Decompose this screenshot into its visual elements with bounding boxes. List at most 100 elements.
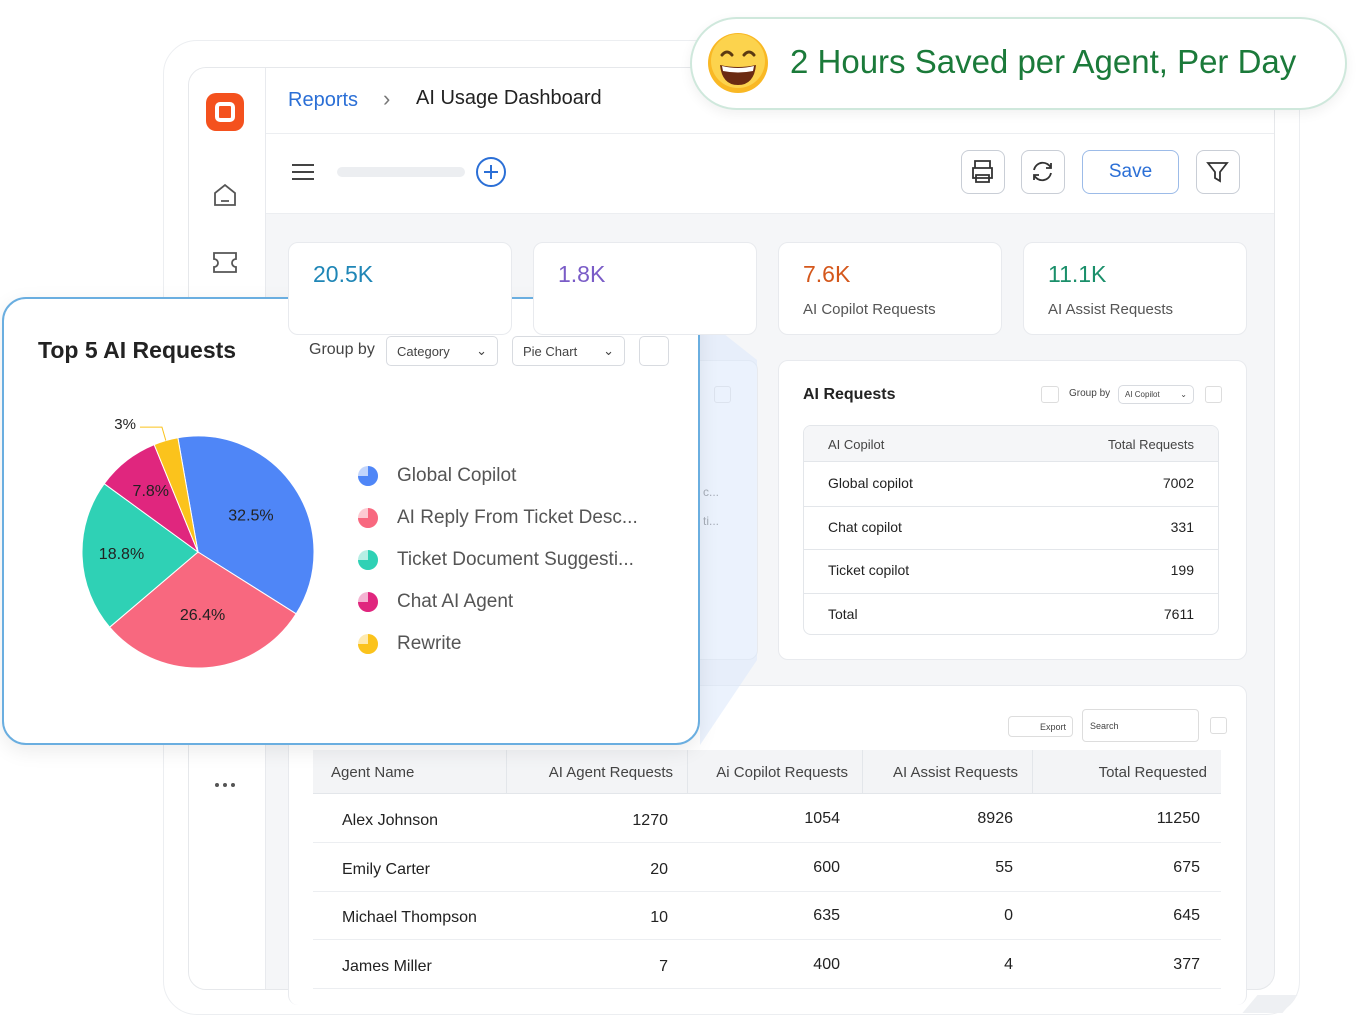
column-divider [1032,750,1033,794]
save-button[interactable]: Save [1082,150,1179,194]
table-cell: Emily Carter [342,860,431,878]
hidden-fragment: ti... [703,514,720,528]
row-divider [313,842,1221,843]
logo-mark [215,102,235,122]
table-cell: 7611 [1163,605,1194,622]
filter-button[interactable] [1196,150,1240,194]
table-cell: 11250 [1156,810,1200,827]
stat-card: 11.1K AI Assist Requests [1023,242,1247,335]
breadcrumb-sep: › [383,86,391,111]
stat-value: 11.1K [1048,261,1107,287]
row-divider [313,987,1221,989]
select-value: Category [397,343,450,359]
table-cell: 600 [813,858,840,876]
table-cell: Ticket copilot [828,562,910,578]
legend-label: Rewrite [397,633,461,654]
chart-type-select[interactable]: Pie Chart ⌄ [512,336,625,366]
ai-requests-title: AI Requests [803,386,896,403]
agents-table: Agent Name AI Agent Requests Ai Copilot Re… [313,750,1221,990]
sidebar-icons [213,183,237,787]
refresh-icon [1033,161,1052,182]
column-header: AI Agent Requests [548,764,673,781]
table-cell: 4 [1004,955,1013,973]
stat-value: 20.5K [313,261,374,287]
table-cell: 635 [813,907,840,924]
column-header: AI Assist Requests [892,764,1018,781]
banner [690,17,1347,110]
table-cell: Michael Thompson [342,909,477,926]
table-cell: James Miller [342,957,432,975]
column-header: Ai Copilot Requests [716,764,848,781]
table-cell: 377 [1173,955,1200,973]
table-cell: 400 [813,955,840,973]
expand-icon[interactable] [1205,386,1222,403]
home-icon[interactable] [214,183,236,206]
chevron: ⌄ [1180,390,1187,399]
row-divider [804,592,1218,594]
pie-slice [81,483,199,628]
table-header [313,750,1221,794]
menu-icon[interactable] [292,164,314,180]
stat-card: 7.6K AI Copilot Requests [778,242,1002,335]
legend-icon [358,592,378,612]
stat-value: 1.8K [558,261,606,287]
pie-slice [177,435,315,615]
hidden-fragment: c... [703,485,720,499]
table-cell: 199 [1170,562,1194,578]
table-cell: 10 [650,909,668,926]
column-divider [506,750,507,794]
row-divider [313,939,1221,940]
table-cell: 331 [1170,518,1194,535]
toolbar-left [292,157,506,187]
category-select[interactable]: Category ⌄ [386,336,498,366]
legend-icon [358,466,378,486]
column-header: AI Copilot [828,437,885,452]
select-value: Pie Chart [523,343,578,359]
column-divider [687,750,688,794]
filter-icon [1206,162,1229,183]
table-cell: 20 [650,860,668,878]
legend-icon [358,508,378,528]
table-cell: 0 [1004,907,1013,924]
column-header: Agent Name [331,764,415,781]
legend-icon [358,634,378,654]
table-cell: 675 [1173,858,1200,876]
print-button[interactable] [961,150,1005,194]
pie-slice [108,551,297,669]
legend-label: Ticket Document Suggesti... [397,549,634,570]
table-cell: 55 [995,858,1013,876]
breadcrumb-parent[interactable]: Reports [288,89,359,111]
search-box[interactable]: Search [1082,709,1199,742]
export-icon[interactable] [1041,386,1059,403]
more-icon[interactable] [215,783,235,787]
row-divider [804,505,1218,507]
legend-label: Global Copilot [397,465,517,486]
pie-title: Top 5 AI Requests [38,337,237,363]
column-divider [862,750,863,794]
ai-requests-panel [778,360,1247,660]
stat-card: 1.8K [533,242,757,335]
slice-label: 32.5% [228,508,273,525]
table-cell: Alex Johnson [342,812,439,829]
ticket-icon[interactable] [213,252,237,273]
hidden-expand[interactable] [714,386,731,403]
pie-expand[interactable] [639,336,669,366]
pie-chart: 32.5% 26.4% 18.8% 7.8% 3% Global Copilot AI Re… [81,416,638,669]
slice-label: 3% [114,416,136,433]
add-button[interactable] [476,157,506,187]
agents-expand[interactable] [1210,717,1227,734]
group-by-label: Group by [1069,388,1111,399]
slice-label: 18.8% [99,546,144,563]
legend-icon [358,550,378,570]
tab-placeholder [337,167,465,177]
table-header [804,426,1218,462]
row-divider [804,549,1218,550]
slice-label: 7.8% [133,483,169,500]
table-cell: Chat copilot [828,518,902,535]
export-button[interactable]: Export [1008,716,1073,737]
refresh-button[interactable] [1021,150,1065,194]
group-select[interactable]: AI Copilot ⌄ [1118,385,1194,404]
column-header: Total Requested [1098,764,1207,781]
group-select-value: AI Copilot [1125,390,1160,399]
